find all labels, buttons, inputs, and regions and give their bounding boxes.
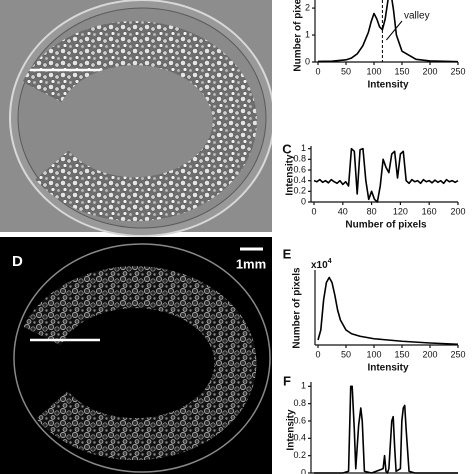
- y-tick-label: 1: [301, 143, 306, 153]
- annotation-arrow: [386, 20, 403, 41]
- x-tick-label: 160: [422, 206, 437, 216]
- y-tick-label: 0.2: [293, 186, 306, 196]
- x-tick-label: 150: [394, 66, 409, 76]
- y-tick-label: 0.4: [293, 175, 306, 185]
- y-tick-label: 1: [305, 29, 310, 39]
- y-tick-label: 0.2: [293, 450, 306, 460]
- plot-background: [272, 0, 474, 474]
- micrograph-d: D 1mm: [0, 237, 272, 474]
- multiplier-base: x10: [311, 260, 328, 271]
- y-tick-label: 0.4: [293, 433, 306, 443]
- y-tick-label: 0: [301, 196, 306, 206]
- micrograph-top: [0, 0, 275, 237]
- x-tick-label: 200: [450, 206, 465, 216]
- multiplier-exponent: 4: [328, 258, 332, 265]
- x-tick-label: 0: [315, 349, 320, 359]
- scale-bar-label: 1mm: [236, 256, 266, 271]
- x-tick-label: 250: [450, 349, 465, 359]
- x-tick-label: 120: [393, 206, 408, 216]
- y-tick-label: 0.8: [293, 154, 306, 164]
- data-line: [317, 0, 459, 63]
- x-tick-label: 50: [341, 349, 351, 359]
- x-tick-label: 200: [422, 66, 437, 76]
- y-tick-label: 0.6: [293, 164, 306, 174]
- data-line: [313, 147, 459, 203]
- x-tick-label: 0: [311, 206, 316, 216]
- panel-label: C: [282, 141, 292, 156]
- y-tick-label: 0.6: [293, 415, 306, 425]
- x-tick-label: 250: [450, 66, 465, 76]
- x-tick-label: 100: [366, 66, 381, 76]
- axis-multiplier: x104: [311, 258, 332, 271]
- x-tick-label: 50: [341, 66, 351, 76]
- y-axis-label: Number of pixels: [292, 267, 303, 349]
- x-tick-label: 40: [338, 206, 348, 216]
- x-tick-label: 80: [367, 206, 377, 216]
- x-tick-label: 150: [394, 349, 409, 359]
- y-tick-label: 1: [301, 381, 306, 391]
- y-tick-label: 0.8: [293, 398, 306, 408]
- x-tick-label: 100: [366, 349, 381, 359]
- x-axis-label: Intensity: [367, 363, 409, 374]
- y-axis-label: Number of pixels: [293, 0, 304, 72]
- panel-label: D: [12, 253, 23, 270]
- y-tick-label: 0: [301, 467, 306, 474]
- x-tick-label: 200: [422, 349, 437, 359]
- panel-label: F: [283, 373, 291, 388]
- data-line: [317, 276, 459, 346]
- data-line: [314, 385, 458, 474]
- x-axis-label: Number of pixels: [345, 220, 427, 231]
- y-axis-label: Intensity: [285, 154, 296, 196]
- x-axis-label: Intensity: [367, 80, 409, 91]
- y-axis-label: Intensity: [286, 409, 297, 451]
- y-tick-label: 0: [305, 56, 310, 66]
- x-tick-label: 0: [315, 66, 320, 76]
- panel-label: E: [283, 246, 292, 261]
- annotation: valley: [404, 11, 430, 22]
- y-tick-label: 2: [305, 2, 310, 12]
